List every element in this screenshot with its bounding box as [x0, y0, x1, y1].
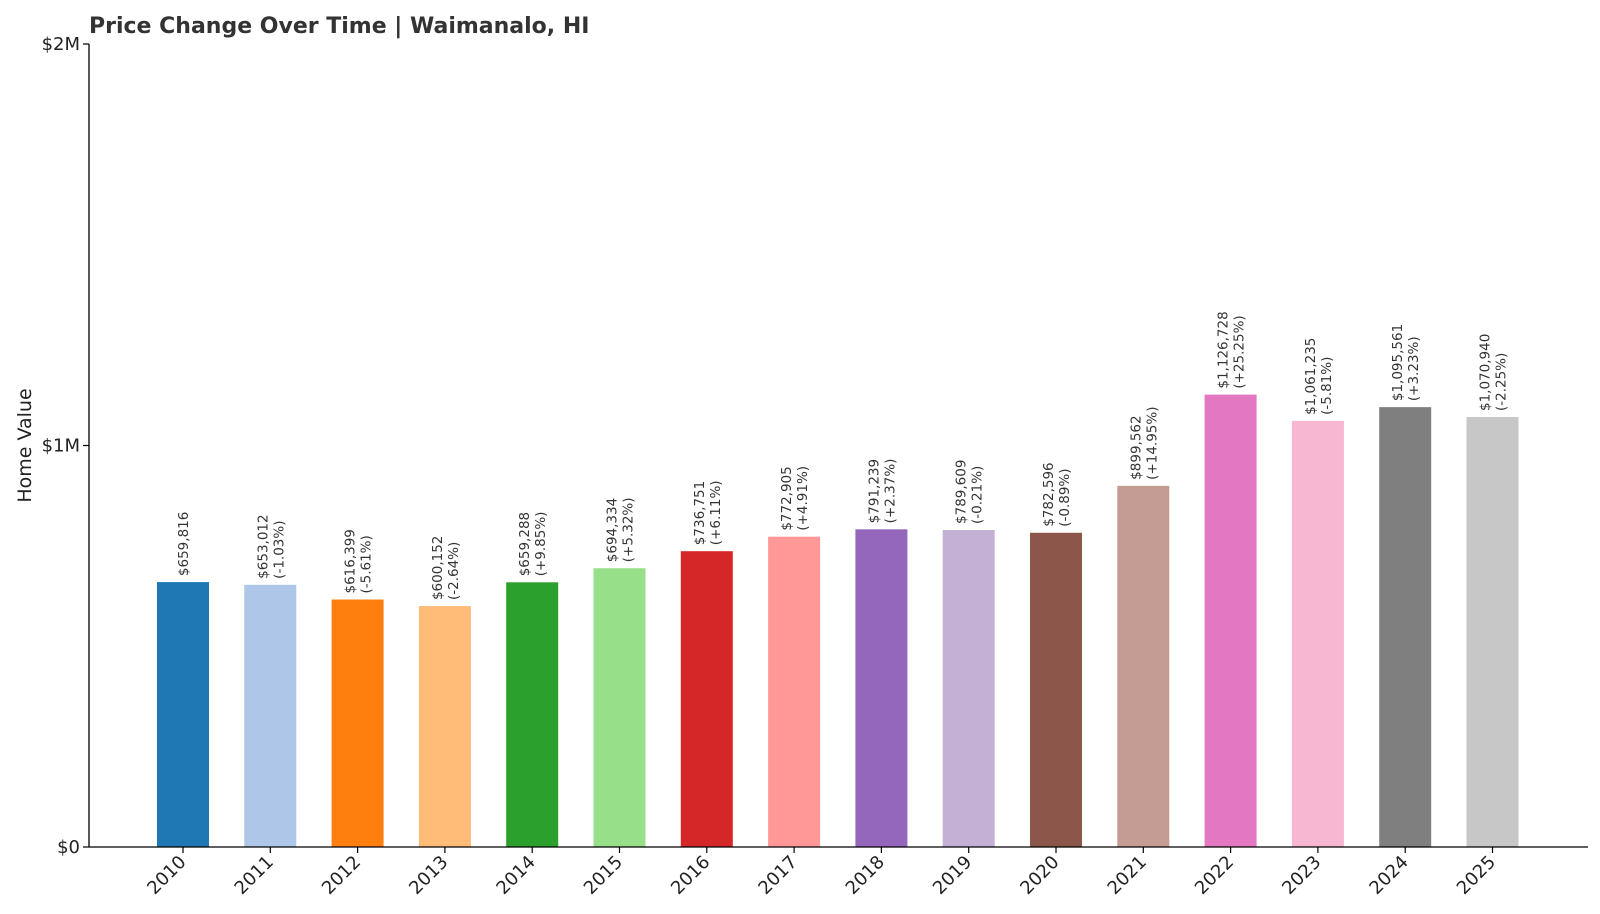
data-label-change: (+9.85%): [533, 512, 549, 577]
data-label-change: (+14.95%): [1144, 406, 1160, 479]
y-tick-label: $0: [57, 837, 80, 858]
x-tick-label: 2011: [231, 852, 278, 899]
data-label-group: $653,012 (-1.03%): [255, 514, 287, 578]
data-label-group: $791,239 (+2.37%): [866, 459, 898, 524]
data-label-change: (+4.91%): [795, 466, 811, 531]
data-label-change: (-2.25%): [1494, 353, 1510, 411]
x-tick-label: 2025: [1453, 852, 1500, 899]
x-tick-label: 2010: [143, 852, 190, 899]
data-label-change: (-0.89%): [1057, 468, 1073, 526]
bar: [1117, 485, 1170, 847]
x-ticks-layer: 2010 2011 2012 2013 2014 2015 2016 2017 2018 2019…: [143, 847, 1500, 899]
data-label-value: $1,095,561: [1390, 324, 1406, 401]
data-label-group: $899,562 (+14.95%): [1128, 406, 1160, 479]
bars-layer: [157, 394, 1519, 847]
data-label-change: (+25.25%): [1232, 315, 1248, 388]
y-tick-label: $1M: [42, 436, 80, 457]
y-tick-label: $2M: [42, 34, 80, 55]
axes-layer: [88, 44, 1588, 848]
data-label-value: $659,816: [176, 512, 192, 576]
data-label-group: $789,609 (-0.21%): [954, 460, 986, 524]
data-label-change: (+5.32%): [621, 497, 637, 562]
x-tick-label: 2012: [318, 852, 365, 899]
data-label-group: $659,816: [176, 512, 192, 576]
data-label-value: $1,126,728: [1216, 311, 1232, 388]
data-label-group: $736,751 (+6.11%): [692, 480, 724, 545]
data-labels-layer: $659,816 $653,012 (-1.03%) $616,399 (-5.61%)…: [176, 311, 1510, 600]
data-label-group: $772,905 (+4.91%): [779, 466, 811, 531]
data-label-group: $1,061,235 (-5.81%): [1303, 338, 1335, 415]
data-label-value: $782,596: [1041, 462, 1057, 526]
bar: [768, 536, 821, 847]
bar: [1291, 420, 1344, 847]
data-label-change: (+6.11%): [708, 480, 724, 545]
bar: [855, 529, 908, 847]
x-tick-label: 2019: [929, 852, 976, 899]
data-label-change: (-2.64%): [446, 542, 462, 600]
data-label-value: $789,609: [954, 460, 970, 524]
bar: [157, 582, 209, 847]
data-label-change: (-0.21%): [970, 466, 986, 524]
x-tick-label: 2017: [754, 852, 801, 899]
bar: [680, 551, 733, 847]
data-label-value: $1,070,940: [1478, 334, 1494, 411]
data-label-value: $772,905: [779, 466, 795, 530]
x-tick-label: 2016: [667, 852, 714, 899]
x-tick-label: 2018: [842, 852, 889, 899]
data-label-value: $791,239: [866, 459, 882, 523]
bar: [942, 529, 995, 847]
x-tick-label: 2014: [492, 852, 539, 899]
data-label-change: (-1.03%): [271, 521, 287, 579]
data-label-change: (-5.81%): [1319, 357, 1335, 415]
x-tick-label: 2024: [1365, 852, 1412, 899]
x-tick-label: 2020: [1016, 852, 1063, 899]
x-tick-label: 2013: [405, 852, 452, 899]
x-tick-label: 2023: [1278, 852, 1325, 899]
x-tick-label: 2021: [1104, 852, 1151, 899]
x-tick-label: 2022: [1191, 852, 1238, 899]
y-axis-label: Home Value: [14, 388, 36, 502]
bar: [593, 568, 646, 847]
data-label-group: $694,334 (+5.32%): [605, 497, 637, 562]
data-label-value: $616,399: [343, 529, 359, 593]
data-label-group: $1,126,728 (+25.25%): [1216, 311, 1248, 388]
bar: [1379, 407, 1432, 847]
data-label-value: $1,061,235: [1303, 338, 1319, 415]
data-label-group: $1,070,940 (-2.25%): [1478, 334, 1510, 411]
data-label-value: $736,751: [692, 481, 708, 545]
data-label-value: $694,334: [605, 498, 621, 562]
bar: [244, 584, 297, 847]
data-label-value: $899,562: [1128, 415, 1144, 479]
bar: [1204, 394, 1257, 847]
bar: [1466, 417, 1519, 847]
data-label-group: $616,399 (-5.61%): [343, 529, 375, 593]
data-label-change: (+3.23%): [1406, 336, 1422, 401]
data-label-change: (+2.37%): [882, 459, 898, 524]
data-label-value: $659,288: [517, 512, 533, 576]
data-label-group: $659,288 (+9.85%): [517, 512, 549, 577]
data-label-value: $600,152: [430, 536, 446, 600]
data-label-change: (-5.61%): [359, 535, 375, 593]
x-tick-label: 2015: [580, 852, 627, 899]
data-label-group: $1,095,561 (+3.23%): [1390, 324, 1422, 401]
data-label-group: $782,596 (-0.89%): [1041, 462, 1073, 526]
bar: [506, 582, 559, 847]
y-ticks-layer: $0 $1M $2M: [42, 34, 89, 858]
bar: [331, 599, 384, 847]
bar: [1030, 532, 1082, 847]
bar: [418, 606, 471, 847]
chart-title: Price Change Over Time | Waimanalo, HI: [89, 14, 589, 39]
data-label-value: $653,012: [255, 514, 271, 578]
data-label-group: $600,152 (-2.64%): [430, 536, 462, 600]
